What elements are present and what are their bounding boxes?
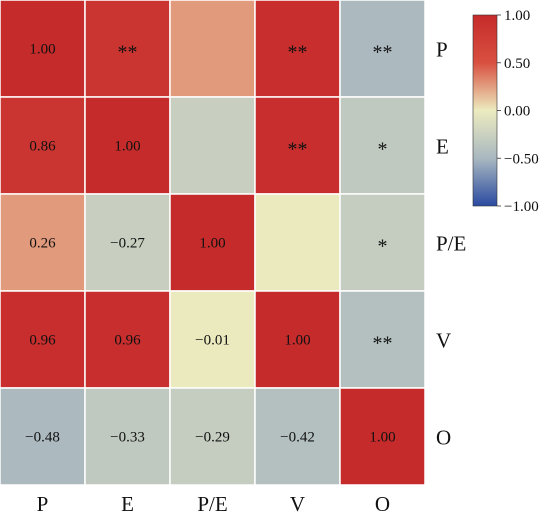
significance-marker: ** [118,42,138,64]
cell-value-label: 0.96 [29,333,56,349]
cell-value-label: −0.01 [195,333,230,349]
cell-value-label: 1.00 [29,42,55,58]
y-tick-label: E [436,135,449,159]
cell-value-label: 0.96 [114,333,141,349]
significance-marker: ** [373,42,393,64]
cell-value-label: 1.00 [114,139,140,155]
heatmap-cell-E-O [339,96,426,195]
y-tick-label: V [436,329,451,353]
colorbar-gradient [472,14,498,207]
cell-value-label: −0.48 [25,430,60,446]
significance-marker: ** [288,139,308,161]
y-tick-label: P [436,38,448,62]
x-tick-label: E [121,492,134,516]
heatmap-cells: 1.00 ** ** **0.86 1.00 ** *0.26 −0.27 1.00 *0.96 0… [0,0,426,486]
heatmap-cell-P/E-V [254,193,341,292]
heatmap-cell-V-E [84,290,171,389]
cell-value-label: 1.00 [284,333,310,349]
cell-value-label: −0.27 [110,236,145,252]
cell-value-label: 0.26 [29,236,56,252]
x-tick-label: O [375,492,390,516]
y-tick-label: P/E [436,232,466,256]
cell-value-label: −0.33 [110,430,145,446]
heatmap-cell-O-P [0,387,86,486]
x-tick-label: P [37,492,49,516]
x-tick-label: V [290,492,305,516]
heatmap-cell-E-P/E [169,96,256,195]
cell-value-label: 1.00 [199,236,225,252]
cell-value-label: 0.86 [29,139,56,155]
heatmap-cell-O-E [84,387,171,486]
heatmap-cell-P/E-P/E [169,193,256,292]
colorbar: 1.00 0.50 0.00 −0.50 −1.00 [472,8,539,215]
heatmap-cell-E-P [0,96,86,195]
heatmap-cell-E-V [254,96,341,195]
colorbar-tick-label: −1.00 [504,199,539,215]
heatmap-cell-V-P/E [169,290,256,389]
heatmap-cell-P-P/E [169,0,256,98]
heatmap-cell-O-O [339,387,426,486]
significance-marker: ** [373,333,393,355]
x-axis-labels: P E P/E V O [37,492,390,516]
heatmap-cell-P-E [84,0,171,98]
colorbar-tick-label: 0.00 [504,104,530,120]
cell-value-label: −0.42 [280,430,315,446]
cell-value-label: −0.29 [195,430,230,446]
cell-value-label: 1.00 [369,430,395,446]
heatmap-cell-V-P [0,290,86,389]
significance-marker: * [378,139,388,161]
significance-marker: * [378,236,388,258]
y-axis-labels: P E P/E V O [436,38,466,450]
heatmap-cell-O-V [254,387,341,486]
y-tick-label: O [436,426,451,450]
heatmap-cell-P/E-O [339,193,426,292]
heatmap-cell-V-O [339,290,426,389]
x-tick-label: P/E [197,492,227,516]
heatmap-cell-P-O [339,0,426,98]
heatmap-cell-V-V [254,290,341,389]
heatmap-cell-O-P/E [169,387,256,486]
significance-marker: ** [288,42,308,64]
colorbar-tick-label: 0.50 [504,56,530,72]
colorbar-tick-label: 1.00 [504,8,530,24]
colorbar-tick-label: −0.50 [504,151,539,167]
